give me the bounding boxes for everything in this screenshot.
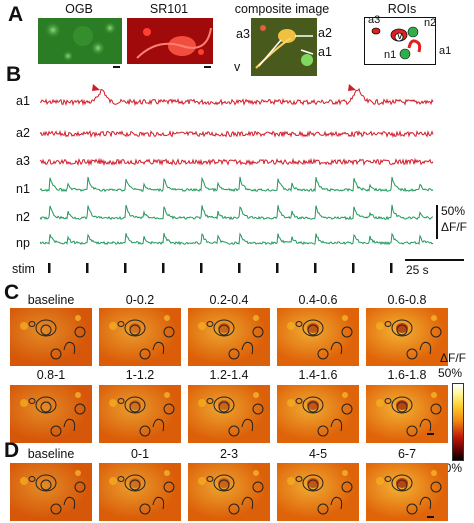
composite-v-label: v: [234, 60, 241, 74]
ogb-image: [38, 18, 122, 64]
event-arrow-0: [92, 84, 100, 91]
time-scale-label: 25 s: [406, 263, 429, 277]
panel-letter-d: D: [4, 439, 20, 462]
panel-letter-a: A: [8, 3, 24, 26]
df-scale-unit: ΔF/F: [441, 220, 468, 234]
d-frame-image-3: [277, 463, 359, 521]
trace-label-a1: a1: [16, 94, 30, 108]
c-row1-frame-label-3: 0.4-0.6: [298, 293, 338, 307]
c-row1-frame-label-1: 0-0.2: [125, 293, 155, 307]
roi-a3-label: a3: [368, 14, 381, 26]
d-frame-label-4: 6-7: [397, 447, 417, 461]
colorbar-title: ΔF/F: [440, 351, 467, 365]
c-scalebar: [427, 433, 434, 435]
c-row1-frame-image-0: [10, 308, 92, 366]
d-frame-image-2: [188, 463, 270, 521]
trace-label-a3: a3: [16, 154, 30, 168]
trace-a1: [40, 87, 434, 107]
trace-label-a2: a2: [16, 126, 30, 140]
d-frame-image-4: [366, 463, 448, 521]
stim-tick-9: [390, 263, 393, 273]
panel-letter-b: B: [6, 63, 22, 86]
roi-a1-label: a1: [439, 45, 452, 57]
roi-n2-label: n2: [424, 17, 437, 29]
rois-schematic: [364, 17, 436, 65]
sr101-image: [127, 18, 213, 64]
stim-tick-4: [200, 263, 203, 273]
composite-image: [251, 18, 317, 76]
composite-a2-label: a2: [318, 26, 332, 40]
composite-label: composite image: [234, 2, 330, 16]
composite-a1-label: a1: [318, 45, 332, 59]
roi-n1-label: n1: [384, 49, 397, 61]
d-frame-label-1: 0-1: [130, 447, 150, 461]
c-row1-frame-image-4: [366, 308, 448, 366]
trace-a2: [40, 129, 434, 139]
colorbar-max-label: 50%: [438, 366, 463, 380]
c-row2-frame-label-1: 1-1.2: [125, 368, 155, 382]
sr101-scalebar: [204, 66, 211, 68]
c-row1-frame-image-1: [99, 308, 181, 366]
colorbar: [452, 383, 464, 461]
time-scalebar: [405, 259, 464, 261]
d-frame-label-3: 4-5: [308, 447, 328, 461]
stim-tick-2: [124, 263, 127, 273]
stim-tick-3: [162, 263, 165, 273]
c-row1-frame-image-2: [188, 308, 270, 366]
d-frame-image-1: [99, 463, 181, 521]
c-row2-frame-image-2: [188, 385, 270, 443]
trace-n2: [40, 204, 434, 221]
c-row2-frame-label-0: 0.8-1: [36, 368, 66, 382]
c-row2-frame-image-1: [99, 385, 181, 443]
c-row2-frame-label-2: 1.2-1.4: [209, 368, 249, 382]
c-row1-frame-label-4: 0.6-0.8: [387, 293, 427, 307]
d-frame-label-0: baseline: [27, 447, 75, 461]
ogb-scalebar: [113, 66, 120, 68]
trace-label-np: np: [16, 236, 30, 250]
c-row2-frame-image-4: [366, 385, 448, 443]
event-arrow-1: [348, 84, 356, 91]
c-row1-frame-image-3: [277, 308, 359, 366]
stim-tick-7: [314, 263, 317, 273]
traces-plot: [40, 84, 434, 273]
stim-label: stim: [12, 262, 35, 276]
df-scalebar: [436, 205, 438, 239]
trace-label-n2: n2: [16, 210, 30, 224]
sr101-label: SR101: [149, 2, 189, 16]
d-frame-label-2: 2-3: [219, 447, 239, 461]
c-row2-frame-label-3: 1.4-1.6: [298, 368, 338, 382]
df-scale-pct: 50%: [441, 204, 466, 218]
composite-a3-label: a3: [236, 27, 250, 41]
c-row1-frame-label-2: 0.2-0.4: [209, 293, 249, 307]
stim-tick-6: [276, 263, 279, 273]
d-frame-image-0: [10, 463, 92, 521]
c-row1-frame-label-0: baseline: [27, 293, 75, 307]
stim-tick-8: [352, 263, 355, 273]
trace-label-n1: n1: [16, 182, 30, 196]
rois-label: ROIs: [387, 2, 417, 16]
c-row2-frame-image-0: [10, 385, 92, 443]
c-row2-frame-label-4: 1.6-1.8: [387, 368, 427, 382]
c-row2-frame-image-3: [277, 385, 359, 443]
trace-n1: [40, 176, 434, 193]
roi-v-label: v: [397, 30, 403, 42]
panel-letter-c: C: [4, 281, 20, 304]
trace-np: [40, 232, 434, 246]
d-scalebar: [427, 516, 434, 518]
stim-tick-1: [86, 263, 89, 273]
stim-tick-0: [48, 263, 51, 273]
trace-a3: [40, 157, 434, 167]
stim-tick-5: [238, 263, 241, 273]
ogb-label: OGB: [65, 2, 93, 16]
